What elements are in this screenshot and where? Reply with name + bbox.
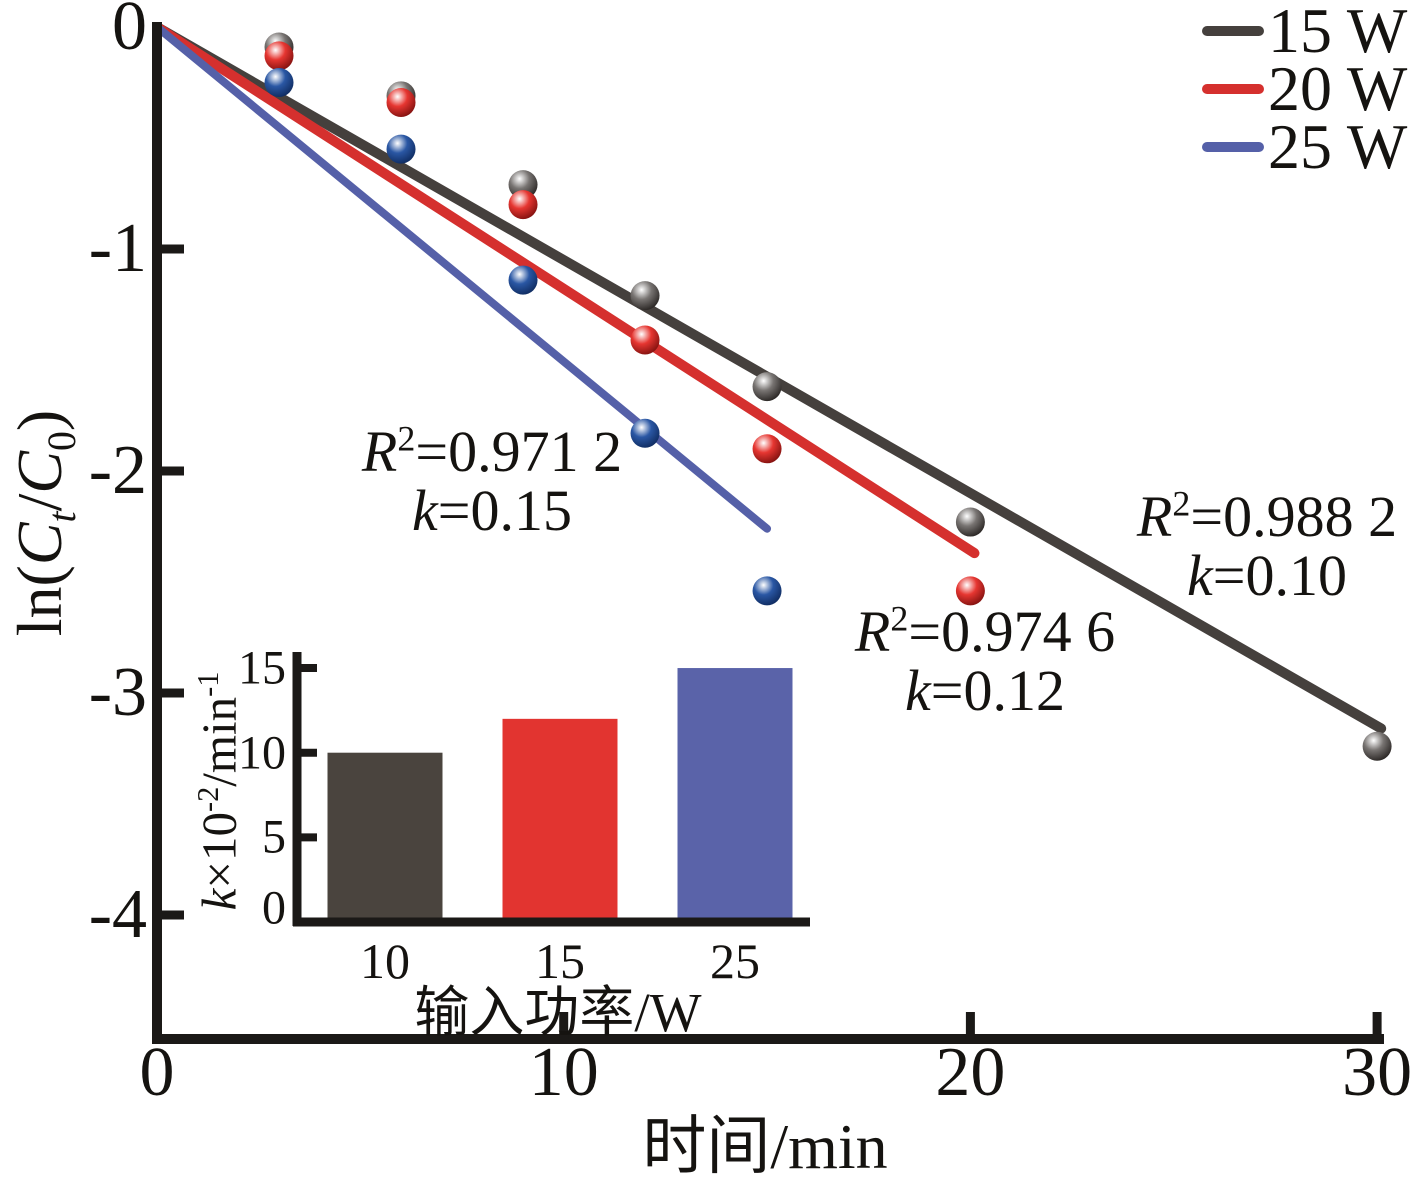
data-point-25w <box>264 68 294 97</box>
inset-x-tick-label: 25 <box>710 933 760 989</box>
inset-bar-10w <box>327 752 443 922</box>
annotation-25w: R2=0.971 2 k=0.15 <box>361 418 623 543</box>
inset-x-tick-label: 10 <box>360 933 410 989</box>
legend-label-25w: 25 W <box>1268 111 1408 182</box>
legend-item-15w: 15 W <box>1202 0 1407 66</box>
annotation-25w-r2: R2=0.971 2 <box>361 418 623 484</box>
data-point-20w <box>955 576 985 606</box>
y-tick-label: -1 <box>88 210 147 287</box>
data-point-25w <box>508 265 538 295</box>
annotation-25w-k: k=0.15 <box>412 478 572 543</box>
data-point-20w <box>264 41 294 71</box>
data-point-15w <box>752 372 782 402</box>
data-point-20w <box>386 87 416 117</box>
annotation-15w-r2: R2=0.988 2 <box>1136 483 1398 549</box>
legend-item-20w: 20 W <box>1202 53 1407 124</box>
annotation-20w: R2=0.974 6 k=0.12 <box>854 598 1116 723</box>
data-point-20w <box>752 434 782 464</box>
y-tick-label: -3 <box>88 654 147 731</box>
annotation-15w-k: k=0.10 <box>1187 543 1347 608</box>
inset-x-tick-label: 15 <box>535 933 585 989</box>
fit-line-25w <box>153 23 772 533</box>
legend-label-15w: 15 W <box>1268 0 1408 66</box>
data-point-15w <box>1362 731 1392 761</box>
y-tick-label: -2 <box>88 432 147 509</box>
data-point-15w <box>955 507 985 537</box>
x-tick-label: 20 <box>935 1034 1006 1111</box>
data-point-15w <box>508 170 538 200</box>
data-point-25w <box>630 418 660 448</box>
inset-y-tick-label: 5 <box>262 810 286 864</box>
y-tick-label: -4 <box>88 876 147 953</box>
data-point-20w <box>630 325 660 355</box>
inset-y-axis-label: k×10-2/min-1 <box>191 671 247 911</box>
annotation-15w: R2=0.988 2 k=0.10 <box>1136 483 1398 608</box>
inset-y-tick-label: 10 <box>238 726 286 780</box>
annotation-20w-r2: R2=0.974 6 <box>854 598 1116 664</box>
annotation-20w-k: k=0.12 <box>905 658 1065 723</box>
data-point-25w <box>386 134 416 164</box>
legend-line-swatch-20w <box>1202 84 1264 94</box>
inset-bar-15w <box>502 718 618 922</box>
inset-y-tick-label: 0 <box>262 881 286 935</box>
data-point-15w <box>630 281 660 311</box>
x-tick-label: 10 <box>528 1034 599 1111</box>
y-axis-label: ln(Ct/C0) <box>4 409 84 637</box>
legend: 15 W 20 W 25 W <box>1202 0 1407 182</box>
fit-line-20w <box>152 22 980 559</box>
inset-bar-25w <box>677 668 793 922</box>
y-tick-label: 0 <box>112 0 147 65</box>
data-point-20w <box>508 190 538 220</box>
legend-label-20w: 20 W <box>1268 53 1408 124</box>
legend-line-swatch-15w <box>1202 26 1264 36</box>
legend-line-swatch-25w <box>1202 142 1264 152</box>
x-axis-label: 时间/min <box>642 1111 888 1181</box>
legend-item-25w: 25 W <box>1202 111 1407 182</box>
inset-x-axis-label: 输入功率/W <box>414 982 702 1043</box>
x-tick-label: 30 <box>1342 1034 1413 1111</box>
x-tick-label: 0 <box>139 1034 175 1111</box>
inset-y-tick-label: 15 <box>238 641 286 695</box>
data-point-25w <box>752 576 782 606</box>
